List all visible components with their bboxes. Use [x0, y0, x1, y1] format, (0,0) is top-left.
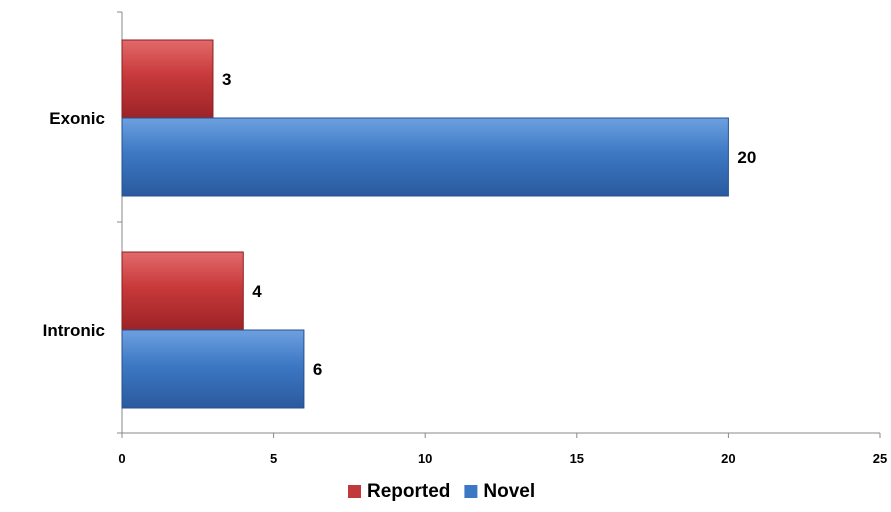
category-label: Exonic	[49, 109, 105, 128]
bar-novel-exonic	[121, 117, 729, 197]
x-tick-label: 20	[721, 451, 735, 466]
legend-swatch-novel	[464, 485, 478, 498]
data-label: 6	[313, 360, 322, 379]
bar-reported-exonic	[121, 39, 214, 119]
data-label: 3	[222, 70, 231, 89]
x-tick-label: 15	[570, 451, 584, 466]
x-tick-label: 25	[873, 451, 887, 466]
x-tick-label: 10	[418, 451, 432, 466]
legend-label-novel: Novel	[483, 481, 535, 502]
category-label: Intronic	[43, 321, 105, 340]
legend-swatch-reported	[348, 485, 361, 498]
plot-area: 0 5 10 15 20 25 3 20 Exonic 4 6 Intronic Reported Nov…	[43, 11, 887, 502]
x-tick-label: 5	[270, 451, 277, 466]
bar-reported-intronic	[121, 251, 244, 331]
data-label: 4	[252, 282, 262, 301]
bar-novel-intronic	[121, 329, 305, 409]
data-label: 20	[737, 148, 756, 167]
x-tick-label: 0	[118, 451, 125, 466]
legend-label-reported: Reported	[367, 481, 450, 502]
